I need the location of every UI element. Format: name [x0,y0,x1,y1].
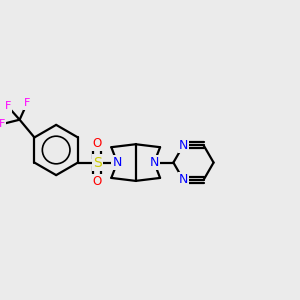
Text: O: O [92,175,102,188]
Text: N: N [179,173,188,187]
Text: N: N [179,139,188,152]
Text: F: F [0,119,5,129]
Text: N: N [149,156,159,169]
Text: N: N [112,156,122,169]
Text: O: O [92,137,102,150]
Text: S: S [93,156,101,170]
Text: F: F [4,101,11,111]
Text: F: F [24,98,30,108]
